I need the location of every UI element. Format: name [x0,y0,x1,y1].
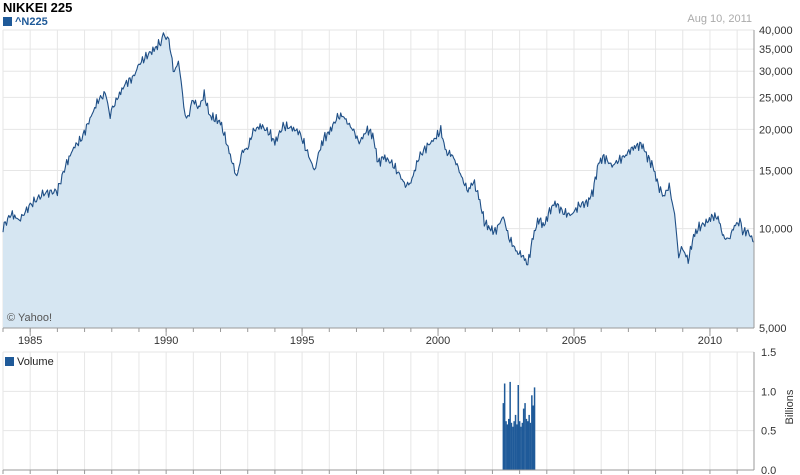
main-area [2,32,755,329]
main-axes: 5,000 10,000 15,000 20,000 25,000 30,000 35,00… [2,25,793,347]
y-tick-label: 40,000 [759,25,793,37]
volume-y-tick-label: 0.5 [761,426,776,438]
volume-bar [503,383,506,470]
series-line-N225 [2,32,755,266]
volume-bar [525,418,528,470]
volume-grid [2,351,754,471]
volume-y-tick-label: 1.0 [761,386,776,398]
legend-volume: Volume [5,356,54,368]
volume-bar [524,403,526,470]
volume-bar [528,414,530,470]
volume-bar [502,403,505,470]
y-tick-label: 20,000 [759,124,793,136]
volume-bar [521,422,524,470]
legend-volume-label: Volume [17,356,54,368]
volume-bar [510,422,513,470]
volume-bar [505,421,507,470]
volume-bar [512,426,514,470]
chart-title: NIKKEI 225 [3,0,73,15]
volume-bar [532,405,534,470]
volume-bar [527,421,529,470]
credit-label: © Yahoo! [7,312,53,324]
volume-bar [529,422,532,470]
volume-bar [506,424,509,470]
y-tick-label: 15,000 [759,166,793,178]
y-tick-label: 10,000 [759,224,793,236]
y-tick-label: 5,000 [759,323,787,335]
volume-bar [517,385,519,470]
y-tick-label: 30,000 [759,66,793,78]
legend-swatch [3,17,12,26]
volume-y-tick-label: 1.5 [761,347,776,359]
volume-bar [531,395,533,470]
x-tick-label: 1990 [154,335,178,347]
volume-bar [533,387,536,470]
volume-bar [522,408,525,470]
x-tick-label: 1985 [18,335,42,347]
legend-series-label: ^N225 [15,16,48,28]
volume-y-tick-label: 0.0 [761,465,776,475]
y-tick-label: 35,000 [759,44,793,56]
volume-axes: 0.0 0.5 1.0 1.5 Billions [2,347,796,475]
volume-bars [502,381,536,470]
volume-bar [508,418,510,470]
volume-bar [513,421,515,470]
x-tick-label: 2005 [562,335,586,347]
volume-bar [520,426,522,470]
x-tick-label: 2000 [426,335,450,347]
volume-bar [518,421,521,470]
volume-axis-title: Billions [784,389,796,424]
series-area-N225 [3,32,754,329]
x-tick-label: 2010 [698,335,722,347]
volume-bar [509,381,511,470]
y-tick-label: 25,000 [759,92,793,104]
legend-series: ^N225 [3,16,48,28]
legend-volume-swatch [5,357,14,366]
volume-bar [514,414,517,470]
volume-bar [516,424,518,470]
date-label: Aug 10, 2011 [687,13,752,25]
x-tick-label: 1995 [290,335,314,347]
